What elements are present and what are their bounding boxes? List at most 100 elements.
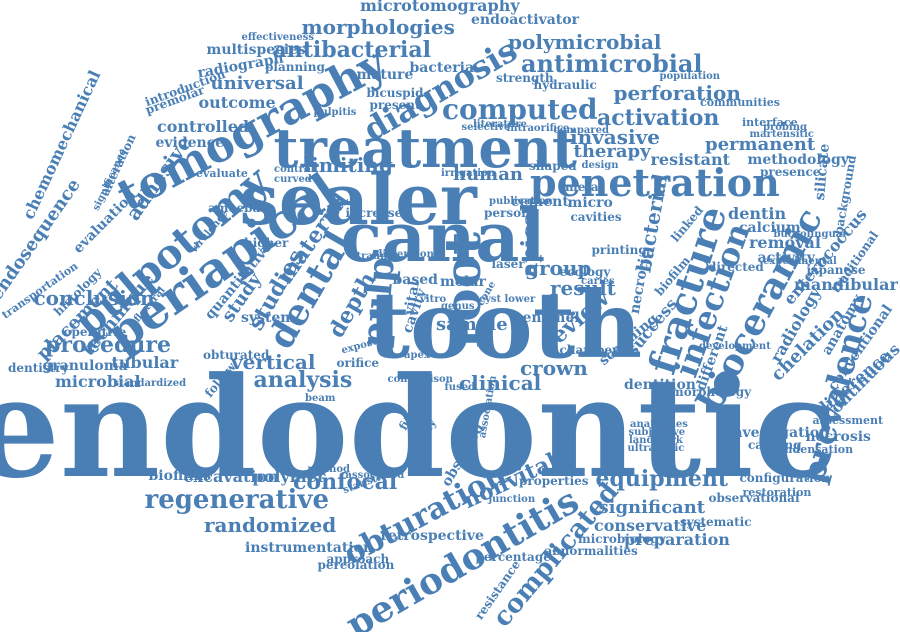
word-obturated: obturated (203, 348, 270, 362)
word-confocal: confocal (293, 469, 398, 495)
word-morphology: morphology (671, 385, 752, 399)
word-landmark: landmark (629, 435, 683, 446)
word-person: person (484, 206, 530, 220)
word-restoration: restoration (742, 485, 812, 499)
word-excavation: excavation (183, 467, 279, 486)
word-instrumentation: instrumentation (245, 540, 374, 556)
word-interface: interface (742, 115, 798, 129)
word-evaluate: evaluate (196, 166, 248, 180)
word-martensitic: martensitic (749, 129, 815, 140)
word-vitro: vitro (420, 294, 447, 305)
word-presence: presence (760, 165, 821, 179)
word-randomized: randomized (204, 513, 337, 537)
word-micro: micro (567, 195, 613, 211)
word-laser: laser (491, 257, 525, 271)
word-clinical: clinical (459, 371, 542, 395)
word-control: control (274, 164, 315, 175)
word-antibacterial: antibacterial (272, 37, 432, 63)
word-conservative: conservative (594, 516, 707, 535)
word-group: group (525, 256, 592, 280)
word-cement: cement (511, 194, 569, 210)
word-cyst: cyst (479, 294, 502, 305)
word-microbiology: microbiology (578, 532, 666, 546)
word-meta: meta (565, 180, 599, 194)
word-effectiveness: effectiveness (241, 32, 315, 43)
word-beam: beam (305, 393, 336, 404)
word-compared: compared (553, 125, 609, 136)
word-japanese: japanese (806, 263, 866, 277)
word-trauma: trauma (356, 251, 398, 262)
word-vertical: vertical (231, 350, 316, 374)
word-assessment: assessment (812, 413, 884, 427)
word-shaped: shaped (529, 159, 577, 173)
word-increased: increased (345, 206, 411, 220)
word-probing: probing (763, 122, 807, 133)
word-pulpitis: pulpitis (313, 107, 357, 118)
word-present: present (369, 98, 421, 112)
word-invasive: invasive (570, 125, 660, 149)
word-tooth: tooth (367, 271, 643, 379)
word-experimental: experimental (763, 256, 837, 267)
word-dimensional: dimensional (375, 249, 445, 260)
word-caries: caries (581, 276, 615, 287)
word-biofilms: biofilms (148, 468, 212, 484)
word-intraorifice: intraorifice (506, 123, 570, 134)
word-subjective: subjective (628, 427, 686, 438)
word-regenerative: regenerative (144, 485, 330, 515)
word-polymicrobial: polymicrobial (508, 30, 662, 54)
word-methodology: methodology (747, 152, 849, 168)
word-antimicrobial: antimicrobial (521, 49, 703, 78)
word-resistant: resistant (650, 150, 730, 169)
word-sample: sample (436, 314, 508, 335)
word-ultrasonic: ultrasonic (627, 443, 685, 454)
word-penetration: penetration (530, 160, 780, 205)
word-mandibular: mandibular (794, 275, 898, 294)
word-mature: mature (356, 67, 414, 83)
word-condensation: condensation (770, 442, 854, 456)
word-higher: higher (244, 236, 289, 250)
word-computed: computed (442, 93, 598, 126)
word-amoebae: amoebae (208, 201, 268, 215)
word-communities: communities (700, 95, 780, 109)
word-abnormalities: abnormalities (544, 544, 638, 558)
word-necrotic: necrotic (626, 248, 654, 316)
word-selective: selective (461, 122, 511, 133)
word-strength: strength (496, 71, 554, 85)
word-polymer: polymer (252, 467, 326, 486)
word-controlled: controlled (157, 117, 250, 136)
word-directed: directed (708, 260, 764, 274)
word-treatment: treatment (273, 116, 577, 180)
word-microtomography: microtomography (360, 0, 520, 15)
word-dentistry: dentistry (8, 361, 69, 375)
word-microbial: microbial (55, 372, 141, 391)
word-irrigation: irrigation (441, 168, 495, 179)
word-hydraulic: hydraulic (533, 78, 597, 92)
word-apex: apex (404, 350, 430, 361)
word-analysis: analysis (253, 367, 353, 393)
word-endoactivator: endoactivator (471, 12, 579, 28)
word-system: system (241, 310, 296, 326)
word-granuloma: granuloma (42, 358, 128, 374)
word-limiting: limiting (303, 153, 393, 177)
word-fused: fused (444, 382, 476, 393)
word-orifice: orifice (336, 356, 380, 370)
word-bicuspid: bicuspid (366, 86, 424, 100)
word-therapy: therapy (573, 141, 651, 162)
word-result: result (550, 276, 616, 300)
word-ecology: ecology (559, 265, 611, 279)
word-capping: capping (748, 438, 802, 452)
word-dentin: dentin (728, 204, 787, 223)
word-molar: molar (440, 274, 486, 290)
word-genus: genus (441, 301, 475, 312)
word-investigation: investigation (727, 425, 830, 441)
word-silicate: silicate (811, 143, 833, 201)
word-junction: junction (488, 494, 536, 505)
word-crown: crown (520, 356, 588, 380)
word-bacteria: bacteria (409, 60, 475, 76)
word-significant: significant (598, 497, 706, 518)
word-operative: operative (63, 325, 127, 339)
word-percolation: percolation (317, 558, 395, 572)
word-dentition: dentition (624, 377, 696, 393)
word-population: population (659, 71, 721, 82)
word-activation: activation (597, 105, 720, 131)
